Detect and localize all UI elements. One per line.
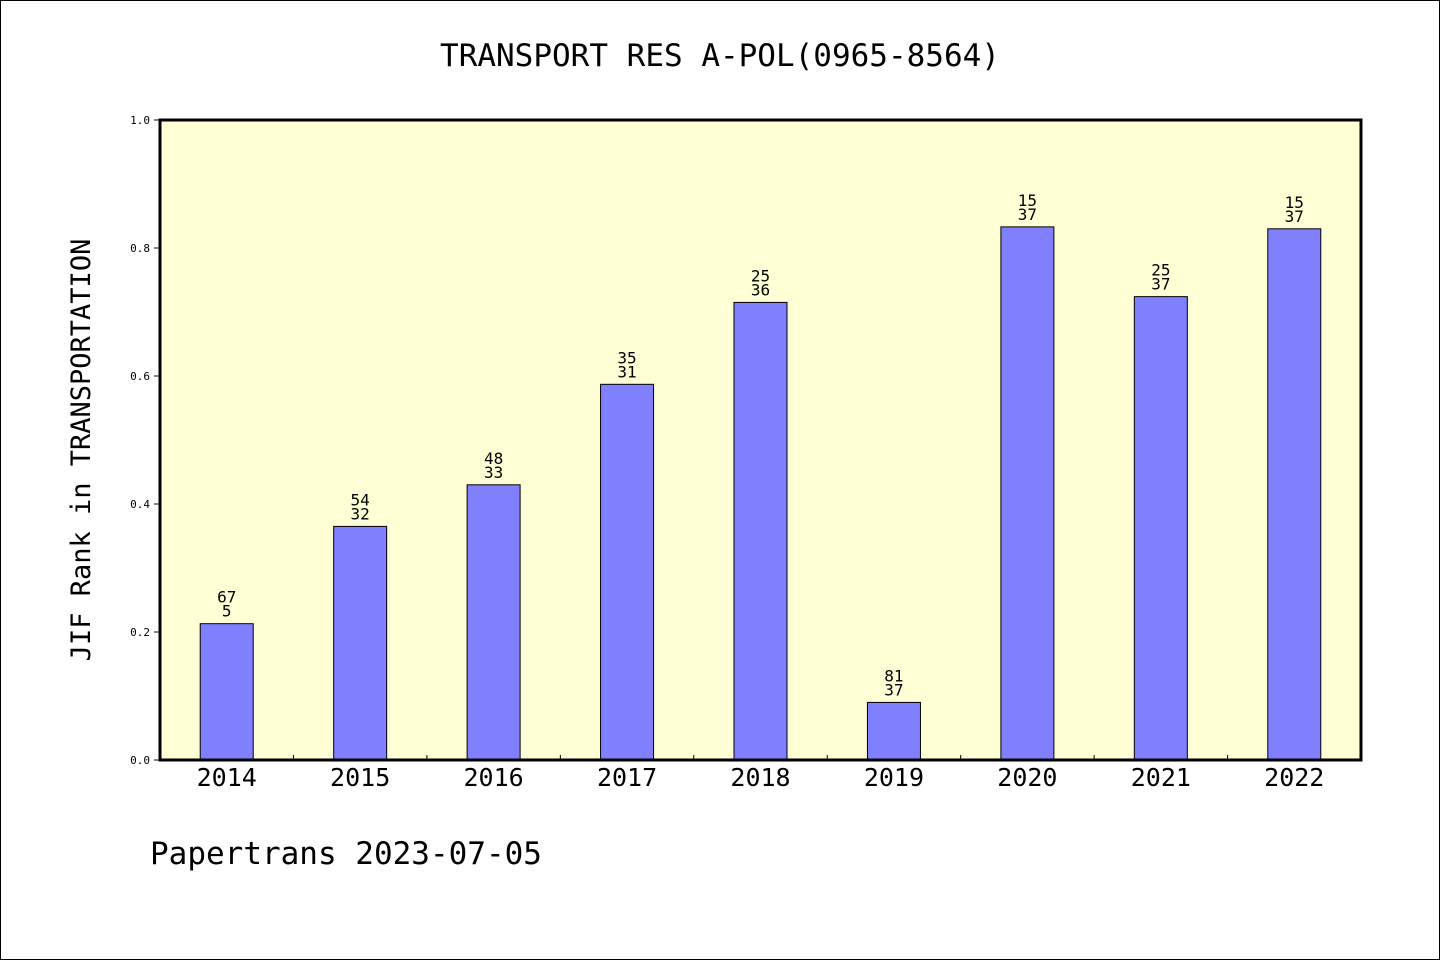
y-tick-label: 0.0 (130, 754, 150, 767)
bar-label-rank: 25 (751, 266, 770, 285)
y-tick-label: 0.2 (130, 626, 150, 639)
bar-2018 (733, 301, 788, 761)
x-tick-label: 2018 (730, 763, 790, 792)
bar-label-total: 36 (751, 280, 770, 299)
bar-label-total: 37 (1285, 207, 1304, 226)
bar-label-total: 37 (884, 680, 903, 699)
bar-label-total: 37 (1018, 205, 1037, 224)
y-tick-label: 0.4 (130, 498, 150, 511)
x-axis: 2014 2015 2016 2017 2018 2019 2020 2021 2022 (197, 755, 1324, 792)
bar-2020 (1000, 226, 1055, 761)
y-axis-label: JIF Rank in TRANSPORTATION (66, 239, 97, 662)
bar-2015 (333, 525, 388, 761)
bar-2014 (199, 623, 254, 761)
footer-credit: Papertrans 2023-07-05 (150, 836, 542, 872)
x-tick-label: 2022 (1264, 763, 1324, 792)
x-tick-label: 2017 (597, 763, 657, 792)
y-tick-label: 0.8 (130, 242, 150, 255)
chart-title: TRANSPORT RES A-POL(0965-8564) (440, 38, 1000, 74)
bar-label-total: 31 (617, 362, 636, 381)
x-tick-label: 2015 (330, 763, 390, 792)
x-tick-label: 2019 (864, 763, 924, 792)
bar-label-rank: 35 (617, 348, 636, 367)
plot-border (158, 118, 1363, 762)
bar-2017 (600, 383, 655, 761)
bar-label-rank: 48 (484, 449, 503, 468)
bar-2019 (866, 701, 921, 761)
bar-label-rank: 25 (1151, 261, 1170, 280)
bar-label-rank: 67 (217, 588, 236, 607)
x-tick-label: 2016 (464, 763, 524, 792)
bar-label-total: 33 (484, 463, 503, 482)
bar-label-total: 37 (1151, 275, 1170, 294)
y-tick-label: 1.0 (130, 114, 150, 127)
x-tick-label: 2014 (197, 763, 257, 792)
bar-label-total: 32 (351, 504, 370, 523)
bar-2022 (1267, 228, 1322, 761)
bar-label-rank: 54 (351, 490, 370, 509)
bar-label-rank: 15 (1018, 191, 1037, 210)
y-tick-label: 0.6 (130, 370, 150, 383)
bar-2021 (1133, 296, 1188, 761)
y-axis: 0.0 0.2 0.4 0.6 0.8 1.0 (130, 114, 160, 767)
x-tick-label: 2021 (1131, 763, 1191, 792)
x-tick-label: 2020 (997, 763, 1057, 792)
bars-group (199, 226, 1322, 761)
bar-label-rank: 81 (884, 666, 903, 685)
bar-2016 (466, 484, 521, 761)
bar-label-total: 5 (222, 602, 232, 621)
bar-label-rank: 15 (1285, 193, 1304, 212)
